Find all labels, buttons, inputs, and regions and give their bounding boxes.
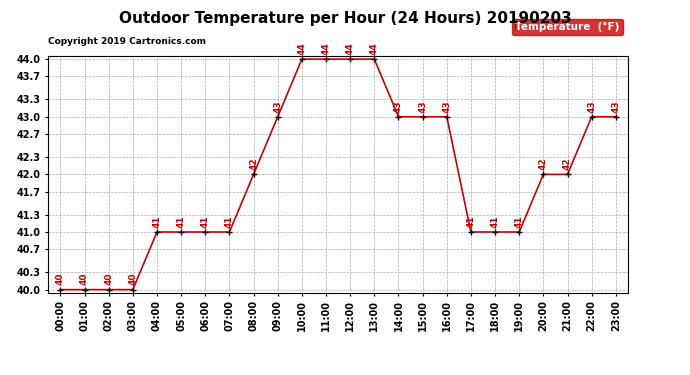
Text: 44: 44 [346, 42, 355, 55]
Text: 41: 41 [152, 215, 161, 228]
Text: 40: 40 [56, 273, 65, 285]
Legend: Temperature  (°F): Temperature (°F) [512, 19, 622, 35]
Text: 41: 41 [177, 215, 186, 228]
Text: 44: 44 [322, 42, 331, 55]
Text: 43: 43 [442, 100, 451, 112]
Text: 40: 40 [104, 273, 113, 285]
Text: 41: 41 [225, 215, 234, 228]
Text: 42: 42 [563, 158, 572, 170]
Text: 43: 43 [273, 100, 282, 112]
Text: 43: 43 [394, 100, 403, 112]
Text: 44: 44 [297, 42, 306, 55]
Text: 42: 42 [249, 158, 258, 170]
Text: 42: 42 [539, 158, 548, 170]
Text: Outdoor Temperature per Hour (24 Hours) 20190203: Outdoor Temperature per Hour (24 Hours) … [119, 11, 571, 26]
Text: 44: 44 [370, 42, 379, 55]
Text: 41: 41 [515, 215, 524, 228]
Text: 40: 40 [80, 273, 89, 285]
Text: 40: 40 [128, 273, 137, 285]
Text: 41: 41 [491, 215, 500, 228]
Text: 43: 43 [611, 100, 620, 112]
Text: 43: 43 [418, 100, 427, 112]
Text: 41: 41 [466, 215, 475, 228]
Text: 43: 43 [587, 100, 596, 112]
Text: Copyright 2019 Cartronics.com: Copyright 2019 Cartronics.com [48, 38, 206, 46]
Text: 41: 41 [201, 215, 210, 228]
